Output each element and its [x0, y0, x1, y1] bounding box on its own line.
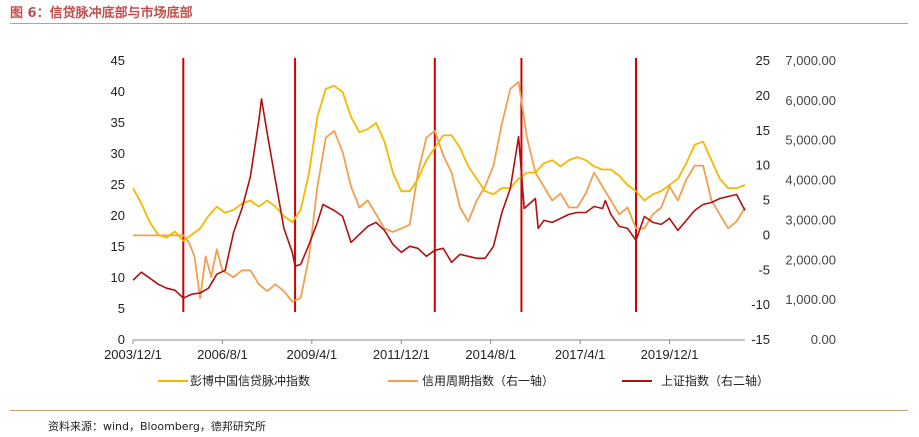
- legend-sse-index-label: 上证指数（右二轴）: [661, 373, 769, 388]
- x-tick-label: 2006/8/1: [197, 347, 248, 362]
- y-right1-tick-label: 25: [756, 53, 770, 68]
- x-tick-label: 2019/12/1: [641, 347, 699, 362]
- y-right2-tick-label: 6,000.00: [785, 93, 836, 108]
- y-right1-tick-label: -5: [758, 262, 770, 277]
- y-left-tick-label: 15: [111, 239, 125, 254]
- top-rule: [10, 23, 908, 24]
- y-left-tick-label: 0: [118, 332, 125, 347]
- y-right1-tick-label: 15: [756, 123, 770, 138]
- x-tick-label: 2009/4/1: [287, 347, 338, 362]
- y-left-tick-label: 20: [111, 208, 125, 223]
- legend: 彭博中国信贷脉冲指数 信用周期指数（右一轴） 上证指数（右二轴）: [158, 373, 769, 388]
- y-right2-tick-label: 2,000.00: [785, 252, 836, 267]
- y-left-tick-label: 25: [111, 177, 125, 192]
- y-right1-tick-label: -10: [751, 297, 770, 312]
- y-right2-tick-label: 0.00: [811, 332, 836, 347]
- y-right1-tick-label: 20: [756, 88, 770, 103]
- figure-title: 图 6：信贷脉冲底部与市场底部: [10, 6, 193, 21]
- y-right2-tick-label: 1,000.00: [785, 292, 836, 307]
- y-right2-tick-label: 7,000.00: [785, 53, 836, 68]
- y-right1-tick-label: 5: [763, 193, 770, 208]
- x-tick-label: 2017/4/1: [555, 347, 606, 362]
- source-note: 资料来源：wind，Bloomberg，德邦研究所: [48, 420, 266, 433]
- legend-credit-cycle-label: 信用周期指数（右一轴）: [422, 373, 554, 388]
- y-left-tick-label: 40: [111, 84, 125, 99]
- bottom-markers-layer: [182, 58, 638, 312]
- x-tick-label: 2003/12/1: [104, 347, 162, 362]
- credit-cycle-line: [133, 81, 746, 303]
- y-right1-tick-label: 0: [763, 227, 770, 242]
- sse-index-line: [132, 98, 746, 299]
- y-left-tick-label: 10: [111, 270, 125, 285]
- axes-layer: 0 5 10 15 20 25 30 35 40 45 -15 -10 -5 0 5 10 15 20 25 0.00…: [104, 53, 836, 362]
- legend-credit-impulse-label: 彭博中国信贷脉冲指数: [190, 373, 310, 388]
- y-left-tick-label: 30: [111, 146, 125, 161]
- y-right2-tick-label: 3,000.00: [785, 212, 836, 227]
- credit-impulse-line: [132, 84, 746, 242]
- y-right2-tick-label: 5,000.00: [785, 133, 836, 148]
- y-left-tick-label: 45: [111, 53, 125, 68]
- y-left-tick-label: 35: [111, 115, 125, 130]
- y-left-tick-label: 5: [118, 301, 125, 316]
- x-tick-label: 2011/12/1: [373, 347, 430, 362]
- series-layer: [132, 81, 746, 303]
- y-right1-tick-label: 10: [756, 158, 770, 173]
- bottom-rule: [10, 410, 908, 411]
- y-right1-tick-label: -15: [751, 332, 770, 347]
- x-tick-label: 2014/8/1: [465, 347, 516, 362]
- y-right2-tick-label: 4,000.00: [785, 173, 836, 188]
